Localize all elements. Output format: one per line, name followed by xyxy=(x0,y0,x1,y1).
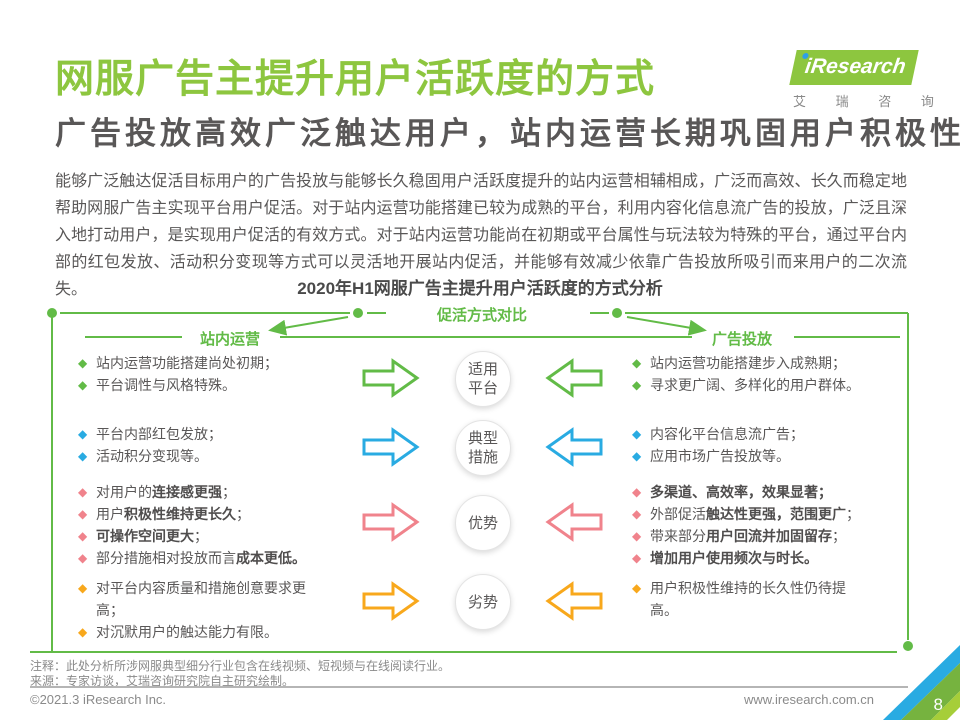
iresearch-logo: iResearch 艾 瑞 咨 询 xyxy=(789,50,947,110)
flow-arrow-right-icon xyxy=(362,358,420,398)
diamond-bullet-icon: ◆ xyxy=(78,427,88,441)
list-item: ◆ 对用户的连接感更强； xyxy=(78,481,378,503)
item-text: 用户积极性维持的长久性仍待提高。 xyxy=(650,580,846,618)
item-text: 站内运营功能搭建尚处初期； xyxy=(96,355,278,371)
list-item: ◆ 可操作空间更大； xyxy=(78,525,378,547)
bullet-list: ◆ 站内运营功能搭建步入成熟期； ◆ 寻求更广阔、多样化的用户群体。 xyxy=(632,352,932,396)
logo-brand-text: iResearch xyxy=(803,55,908,78)
list-item: ◆ 站内运营功能搭建步入成熟期； xyxy=(632,352,932,374)
item-text: 可操作空间更大； xyxy=(96,528,208,544)
intro-paragraph: 能够广泛触达促活目标用户的广告投放与能够长久稳固用户活跃度提升的站内运营相辅相成… xyxy=(55,173,907,298)
footer-copyright: ©2021.3 iResearch Inc. xyxy=(30,692,167,707)
diamond-bullet-icon: ◆ xyxy=(632,356,642,370)
flow-arrow-left-icon xyxy=(545,358,603,398)
list-item: ◆ 对沉默用户的触达能力有限。 xyxy=(78,621,378,643)
flow-arrow-right-icon xyxy=(362,502,420,542)
item-text: 用户积极性维持更长久； xyxy=(96,506,250,522)
item-text: 对用户的连接感更强； xyxy=(96,484,236,500)
item-text: 平台调性与风格特殊。 xyxy=(96,377,236,393)
flow-arrow-right-icon xyxy=(362,427,420,467)
flow-arrow-left-icon xyxy=(545,502,603,542)
bullet-list: ◆ 对平台内容质量和措施创意要求更高； ◆ 对沉默用户的触达能力有限。 xyxy=(78,577,378,643)
item-text: 站内运营功能搭建步入成熟期； xyxy=(650,355,846,371)
footer-website: www.iresearch.com.cn xyxy=(743,692,874,707)
page-number: 8 xyxy=(933,695,943,714)
list-item: ◆ 多渠道、高效率，效果显著； xyxy=(632,481,932,503)
diamond-bullet-icon: ◆ xyxy=(632,485,642,499)
flow-arrow-left-icon xyxy=(545,581,603,621)
diamond-bullet-icon: ◆ xyxy=(632,581,642,595)
diamond-bullet-icon: ◆ xyxy=(78,581,88,595)
logo-caption: 艾 瑞 咨 询 xyxy=(793,94,947,109)
page-title: 网服广告主提升用户活跃度的方式 xyxy=(55,58,656,101)
list-item: ◆ 寻求更广阔、多样化的用户群体。 xyxy=(632,374,932,396)
list-item: ◆ 用户积极性维持更长久； xyxy=(78,503,378,525)
diamond-bullet-icon: ◆ xyxy=(78,356,88,370)
bullet-list: ◆ 多渠道、高效率，效果显著； ◆ 外部促活触达性更强，范围更广； ◆ 带来部分用户回流并… xyxy=(632,481,932,569)
diamond-bullet-icon: ◆ xyxy=(78,485,88,499)
page-corner-decoration xyxy=(883,645,960,720)
bullet-list: ◆ 平台内部红包发放； ◆ 活动积分变现等。 xyxy=(78,423,378,467)
item-text: 寻求更广阔、多样化的用户群体。 xyxy=(650,377,860,393)
list-item: ◆ 对平台内容质量和措施创意要求更高； xyxy=(78,577,378,621)
diamond-bullet-icon: ◆ xyxy=(632,507,642,521)
flow-arrow-right-icon xyxy=(362,581,420,621)
list-item: ◆ 外部促活触达性更强，范围更广； xyxy=(632,503,932,525)
column-header-ad-placement: 广告投放 xyxy=(711,331,772,348)
diamond-bullet-icon: ◆ xyxy=(632,551,642,565)
flow-arrow-left-icon xyxy=(545,427,603,467)
list-item: ◆ 应用市场广告投放等。 xyxy=(632,445,932,467)
stage-circle: 劣势 xyxy=(455,574,511,630)
diamond-bullet-icon: ◆ xyxy=(632,529,642,543)
diamond-bullet-icon: ◆ xyxy=(78,507,88,521)
list-item: ◆ 部分措施相对投放而言成本更低。 xyxy=(78,547,378,569)
diamond-bullet-icon: ◆ xyxy=(632,378,642,392)
stage-circle: 适用 平台 xyxy=(455,351,511,407)
list-item: ◆ 增加用户使用频次与时长。 xyxy=(632,547,932,569)
item-text: 增加用户使用频次与时长。 xyxy=(650,550,818,566)
bullet-list: ◆ 对用户的连接感更强； ◆ 用户积极性维持更长久； ◆ 可操作空间更大； ◆ 部分措施相对投… xyxy=(78,481,378,569)
compare-method-label: 促活方式对比 xyxy=(436,307,527,324)
bullet-list: ◆ 内容化平台信息流广告； ◆ 应用市场广告投放等。 xyxy=(632,423,932,467)
diamond-bullet-icon: ◆ xyxy=(78,378,88,392)
stage-circle: 优势 xyxy=(455,495,511,551)
list-item: ◆ 内容化平台信息流广告； xyxy=(632,423,932,445)
diamond-bullet-icon: ◆ xyxy=(632,449,642,463)
item-text: 应用市场广告投放等。 xyxy=(650,448,790,464)
diamond-bullet-icon: ◆ xyxy=(78,551,88,565)
diamond-bullet-icon: ◆ xyxy=(78,449,88,463)
item-text: 带来部分用户回流并加固留存； xyxy=(650,528,846,544)
item-text: 外部促活触达性更强，范围更广； xyxy=(650,506,860,522)
page-subtitle: 广告投放高效广泛触达用户，站内运营长期巩固用户积极性 xyxy=(55,116,960,151)
list-item: ◆ 站内运营功能搭建尚处初期； xyxy=(78,352,378,374)
list-item: ◆ 带来部分用户回流并加固留存； xyxy=(632,525,932,547)
item-text: 内容化平台信息流广告； xyxy=(650,426,804,442)
diamond-bullet-icon: ◆ xyxy=(78,625,88,639)
diagram-title: 2020年H1网服广告主提升用户活跃度的方式分析 xyxy=(297,279,663,298)
stage-circle: 典型 措施 xyxy=(455,420,511,476)
item-text: 多渠道、高效率，效果显著； xyxy=(650,484,832,500)
item-text: 平台内部红包发放； xyxy=(96,426,222,442)
bullet-list: ◆ 站内运营功能搭建尚处初期； ◆ 平台调性与风格特殊。 xyxy=(78,352,378,396)
list-item: ◆ 平台调性与风格特殊。 xyxy=(78,374,378,396)
list-item: ◆ 用户积极性维持的长久性仍待提高。 xyxy=(632,577,932,621)
diamond-bullet-icon: ◆ xyxy=(632,427,642,441)
diamond-bullet-icon: ◆ xyxy=(78,529,88,543)
note-source: 来源：专家访谈，艾瑞咨询研究院自主研究绘制。 xyxy=(30,674,295,688)
bullet-list: ◆ 用户积极性维持的长久性仍待提高。 xyxy=(632,577,932,621)
item-text: 对沉默用户的触达能力有限。 xyxy=(96,624,278,640)
list-item: ◆ 平台内部红包发放； xyxy=(78,423,378,445)
logo-band: iResearch xyxy=(789,50,920,85)
column-header-onsite-operation: 站内运营 xyxy=(199,331,260,348)
item-text: 部分措施相对投放而言成本更低。 xyxy=(96,550,306,566)
note-annotation: 注释：此处分析所涉网服典型细分行业包含在线视频、短视频与在线阅读行业。 xyxy=(30,659,451,673)
item-text: 对平台内容质量和措施创意要求更高； xyxy=(96,580,306,618)
item-text: 活动积分变现等。 xyxy=(96,448,208,464)
list-item: ◆ 活动积分变现等。 xyxy=(78,445,378,467)
footer-divider xyxy=(30,686,908,688)
